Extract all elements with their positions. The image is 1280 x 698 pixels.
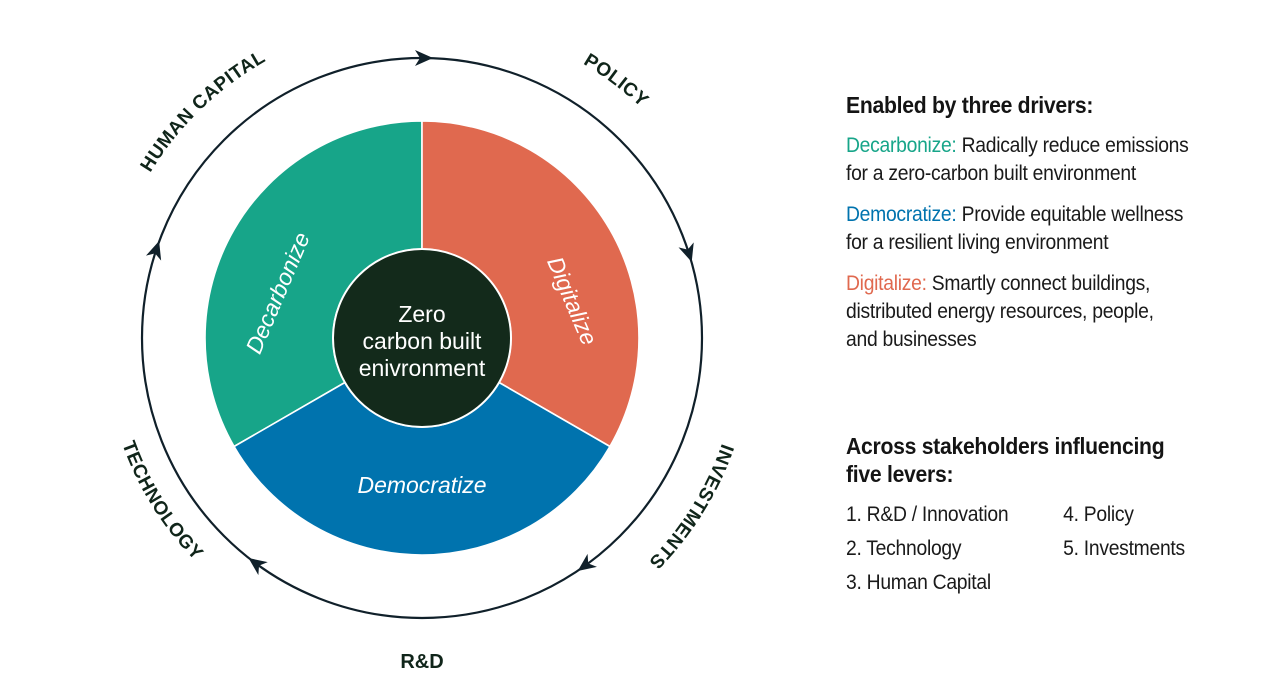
svg-text:INVESTMENTS: INVESTMENTS [645,441,738,572]
svg-text:Democratize: Democratize [357,472,486,498]
svg-text:R&D: R&D [400,651,443,673]
svg-text:enivronment: enivronment [359,355,486,381]
svg-text:HUMAN CAPITAL: HUMAN CAPITAL [137,47,269,176]
svg-text:Zero: Zero [398,301,445,327]
svg-text:carbon built: carbon built [363,328,483,354]
svg-text:POLICY: POLICY [580,50,652,112]
